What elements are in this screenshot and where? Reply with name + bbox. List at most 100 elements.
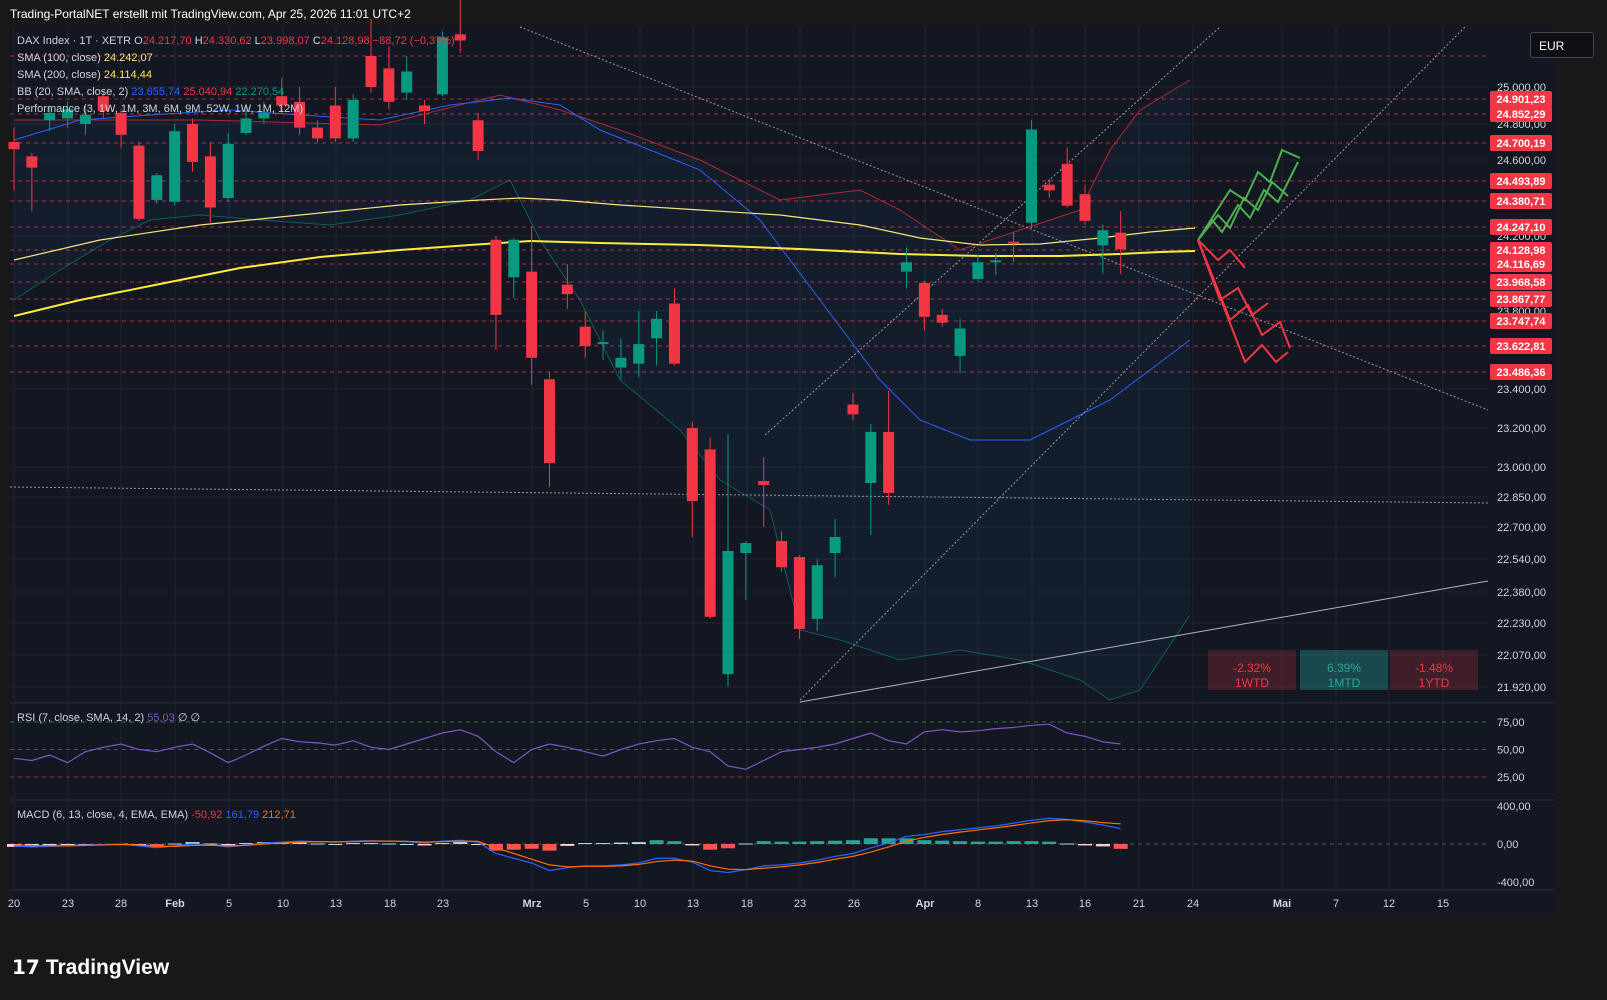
macd-histogram-bar bbox=[60, 844, 75, 845]
macd-histogram-bar bbox=[845, 840, 860, 844]
macd-histogram-bar bbox=[828, 840, 843, 844]
level-price-tag: 24.116,69 bbox=[1490, 256, 1552, 272]
candle-body bbox=[597, 342, 609, 345]
candle-body bbox=[490, 239, 502, 315]
level-price-tag: 23.622,81 bbox=[1490, 338, 1552, 354]
legend-bb: BB (20, SMA, close, 2) 23.655,74 25.040,… bbox=[17, 86, 284, 98]
candle-body bbox=[347, 99, 359, 139]
candle-body bbox=[365, 56, 377, 87]
macd-histogram-bar bbox=[203, 843, 218, 845]
price-axis-label: 21.920,00 bbox=[1497, 682, 1546, 694]
macd-histogram-bar bbox=[346, 843, 361, 845]
candle-body bbox=[133, 145, 145, 219]
candle bbox=[526, 226, 538, 386]
tradingview-icon: 𝟭𝟳 bbox=[12, 957, 40, 979]
candle-body bbox=[668, 303, 680, 364]
candle-body bbox=[436, 37, 448, 95]
level-price-tag-text: 24.247,10 bbox=[1497, 222, 1546, 234]
rsi-legend: RSI (7, close, SMA, 14, 2) 55,03 ∅ ∅ bbox=[17, 712, 200, 724]
candle-body bbox=[276, 96, 288, 106]
candle-body bbox=[79, 114, 91, 124]
macd-histogram-bar bbox=[738, 843, 753, 845]
macd-histogram-bar bbox=[310, 843, 325, 845]
level-price-tag-text: 24.901,23 bbox=[1497, 94, 1546, 106]
candle bbox=[294, 87, 306, 135]
projection-arrow-down bbox=[1197, 239, 1289, 364]
candle bbox=[901, 247, 912, 289]
candle-body bbox=[1079, 194, 1091, 221]
legend-performance: Performance (3, 1W, 1M, 3M, 6M, 9M, 52W,… bbox=[17, 103, 303, 115]
macd-histogram-bar bbox=[988, 841, 1003, 844]
candle-body bbox=[419, 105, 431, 112]
macd-histogram-bar bbox=[703, 844, 718, 850]
macd-histogram-bar bbox=[221, 844, 236, 846]
candle-body bbox=[1061, 163, 1073, 206]
time-axis-label: Mai bbox=[1273, 898, 1291, 910]
perf-label: 1YTD bbox=[1418, 676, 1450, 690]
perf-value: -2.32% bbox=[1232, 661, 1272, 675]
candle bbox=[1115, 211, 1127, 274]
macd-histogram-bar bbox=[239, 843, 254, 845]
level-price-tag-text: 23.622,81 bbox=[1497, 341, 1546, 353]
brand-name: TradingView bbox=[45, 955, 170, 979]
candle-body bbox=[918, 282, 930, 317]
candle bbox=[383, 46, 395, 110]
currency-selector[interactable]: EUR bbox=[1530, 32, 1594, 58]
price-axis-label: 23.200,00 bbox=[1497, 423, 1546, 435]
candle-body bbox=[1115, 232, 1127, 250]
time-axis-label: 15 bbox=[1437, 898, 1449, 910]
price-axis-label: 22.850,00 bbox=[1497, 492, 1546, 504]
macd-histogram-bar bbox=[399, 844, 414, 845]
candle bbox=[347, 94, 359, 142]
candle bbox=[1025, 120, 1037, 229]
level-price-tag: 24.901,23 bbox=[1490, 91, 1552, 107]
candle bbox=[954, 318, 966, 374]
candle bbox=[365, 18, 377, 93]
macd-histogram-bar bbox=[453, 842, 468, 844]
candle-body bbox=[204, 156, 216, 208]
rsi-axis-label: 25,00 bbox=[1497, 772, 1525, 784]
time-axis-label: Feb bbox=[165, 898, 185, 910]
level-price-tag: 23.968,58 bbox=[1490, 274, 1552, 290]
candle bbox=[793, 555, 805, 639]
candle-body bbox=[44, 112, 56, 121]
candle bbox=[1008, 232, 1020, 263]
candle bbox=[79, 105, 91, 135]
candle-body bbox=[97, 96, 109, 112]
macd-legend: MACD (6, 13, close, 4, EMA, EMA) -50,92 … bbox=[17, 809, 296, 821]
macd-histogram-bar bbox=[970, 841, 985, 844]
level-price-tag: 24.852,29 bbox=[1490, 106, 1552, 122]
time-axis-label: 13 bbox=[1026, 898, 1038, 910]
level-price-tag: 24.380,71 bbox=[1490, 193, 1552, 209]
tradingview-logo[interactable]: 𝟭𝟳 TradingView bbox=[12, 955, 169, 980]
candle-body bbox=[8, 142, 20, 150]
macd-histogram-bar bbox=[417, 844, 432, 846]
candle-body bbox=[740, 543, 752, 553]
candle bbox=[847, 392, 859, 421]
candle bbox=[740, 541, 752, 601]
candle bbox=[26, 152, 38, 212]
trendline-ascending bbox=[799, 580, 1489, 703]
candle-body bbox=[615, 357, 627, 368]
level-price-tag: 24.247,10 bbox=[1490, 219, 1552, 235]
candle bbox=[8, 127, 20, 191]
candle bbox=[829, 519, 841, 578]
level-price-tag-text: 23.867,77 bbox=[1497, 294, 1546, 306]
candle-body bbox=[401, 71, 413, 93]
candle-body bbox=[829, 537, 841, 553]
candle-body bbox=[811, 565, 823, 619]
channel-lower bbox=[799, 26, 1466, 701]
candle bbox=[1061, 147, 1073, 208]
candle-body bbox=[847, 404, 859, 415]
sma200-line bbox=[13, 239, 1196, 317]
macd-axis-label: 0,00 bbox=[1497, 839, 1518, 851]
candle-body bbox=[508, 239, 520, 278]
candle bbox=[579, 311, 591, 358]
candle-body bbox=[222, 143, 234, 198]
bb-band-fill bbox=[14, 80, 1190, 700]
candle-body bbox=[62, 109, 74, 119]
candle bbox=[401, 56, 413, 100]
candle-body bbox=[472, 120, 484, 151]
candle-body bbox=[972, 262, 984, 280]
